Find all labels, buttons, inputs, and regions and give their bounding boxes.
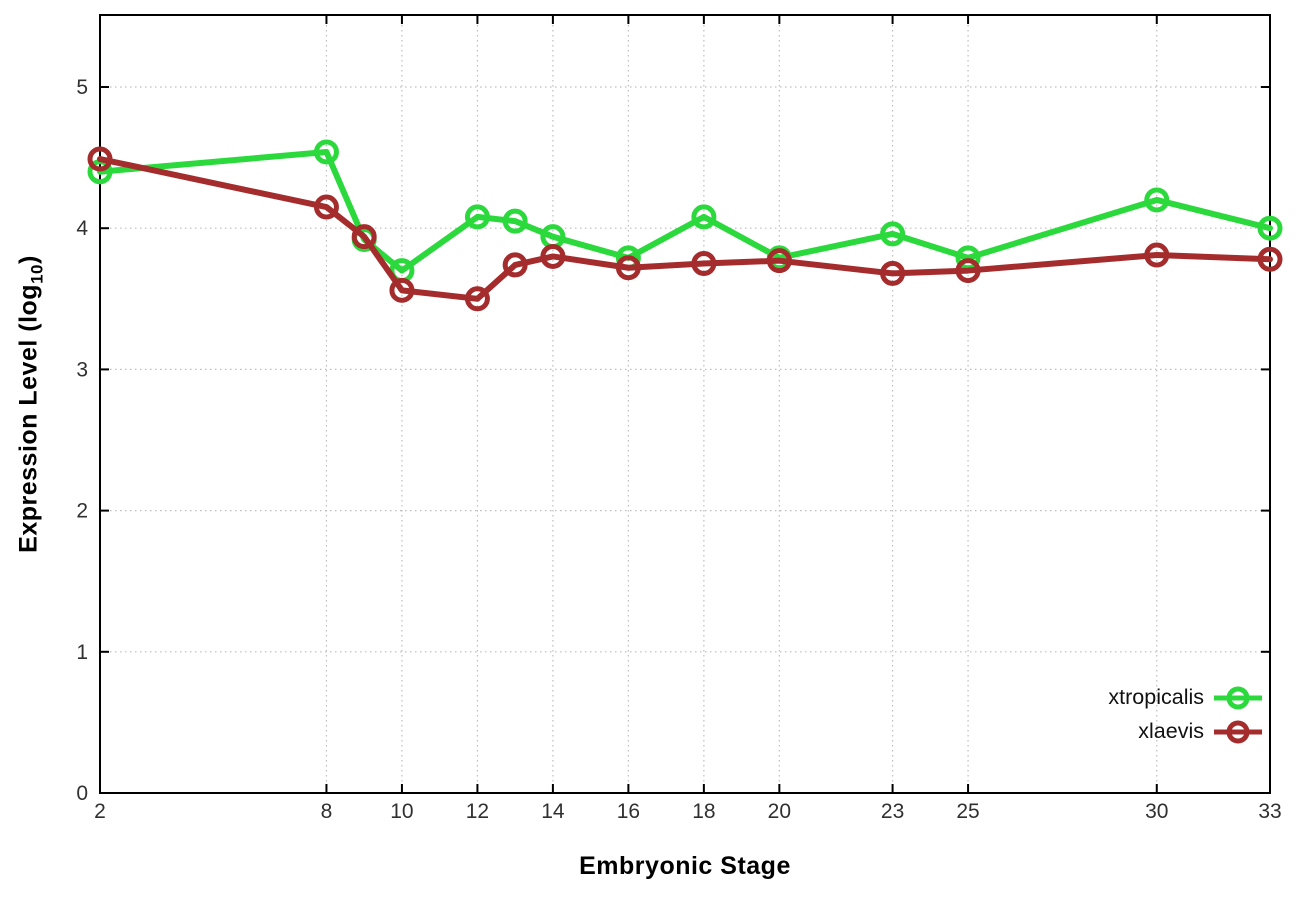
data-point-xtropicalis	[502, 208, 528, 234]
x-tick-label: 10	[390, 800, 413, 823]
y-tick-label: 3	[76, 358, 88, 381]
legend-marker-xlaevis	[1214, 720, 1262, 743]
data-point-xtropicalis	[313, 139, 339, 165]
data-point-xlaevis	[502, 252, 528, 278]
y-tick-label: 4	[76, 217, 88, 240]
data-point-xlaevis	[766, 248, 792, 274]
legend-label: xlaevis	[1138, 719, 1204, 743]
data-point-xlaevis	[313, 194, 339, 220]
data-point-xlaevis	[691, 251, 717, 277]
series-line-xtropicalis	[97, 148, 1273, 274]
x-tick-label: 30	[1145, 800, 1168, 823]
y-tick-label: 2	[76, 500, 88, 523]
x-tick-label: 12	[466, 800, 489, 823]
legend-label: xtropicalis	[1108, 685, 1204, 709]
data-point-xlaevis	[389, 277, 415, 303]
x-tick-label: 8	[321, 800, 333, 823]
y-axis-title: Expression Level (log10)	[15, 255, 48, 553]
data-point-xlaevis	[87, 146, 113, 172]
y-tick-label: 0	[76, 782, 88, 805]
data-point-xlaevis	[955, 258, 981, 284]
x-tick-label: 33	[1258, 800, 1281, 823]
data-point-xtropicalis	[1257, 215, 1283, 241]
x-tick-label: 20	[768, 800, 791, 823]
x-tick-label: 14	[541, 800, 565, 823]
data-point-xlaevis	[880, 260, 906, 286]
data-point-xtropicalis	[880, 221, 906, 247]
data-point-xlaevis	[1257, 246, 1283, 272]
data-point-xlaevis	[1144, 242, 1170, 268]
x-axis-title: Embryonic Stage	[579, 852, 791, 880]
data-point-xlaevis	[464, 286, 490, 312]
y-tick-label: 1	[76, 641, 88, 664]
legend-marker-xtropicalis	[1214, 686, 1262, 709]
data-point-xlaevis	[351, 224, 377, 250]
x-tick-label: 23	[881, 800, 904, 823]
data-point-xtropicalis	[691, 204, 717, 230]
legend: xtropicalis xlaevis	[1108, 681, 1262, 748]
legend-item-xtropicalis: xtropicalis	[1108, 681, 1262, 714]
y-axis-title-subscript: 10	[27, 263, 47, 284]
y-axis-title-close: )	[14, 255, 43, 264]
plot-border	[99, 14, 1271, 794]
x-tick-label: 2	[94, 800, 106, 823]
y-tick-label: 5	[76, 76, 88, 99]
data-point-xlaevis	[615, 255, 641, 281]
x-tick-label: 25	[956, 800, 979, 823]
data-point-xtropicalis	[1144, 187, 1170, 213]
x-tick-label: 18	[692, 800, 715, 823]
legend-item-xlaevis: xlaevis	[1138, 715, 1262, 748]
data-point-xtropicalis	[464, 204, 490, 230]
data-point-xlaevis	[540, 243, 566, 269]
x-tick-label: 16	[617, 800, 640, 823]
y-axis-title-text: Expression Level (log	[14, 283, 43, 553]
